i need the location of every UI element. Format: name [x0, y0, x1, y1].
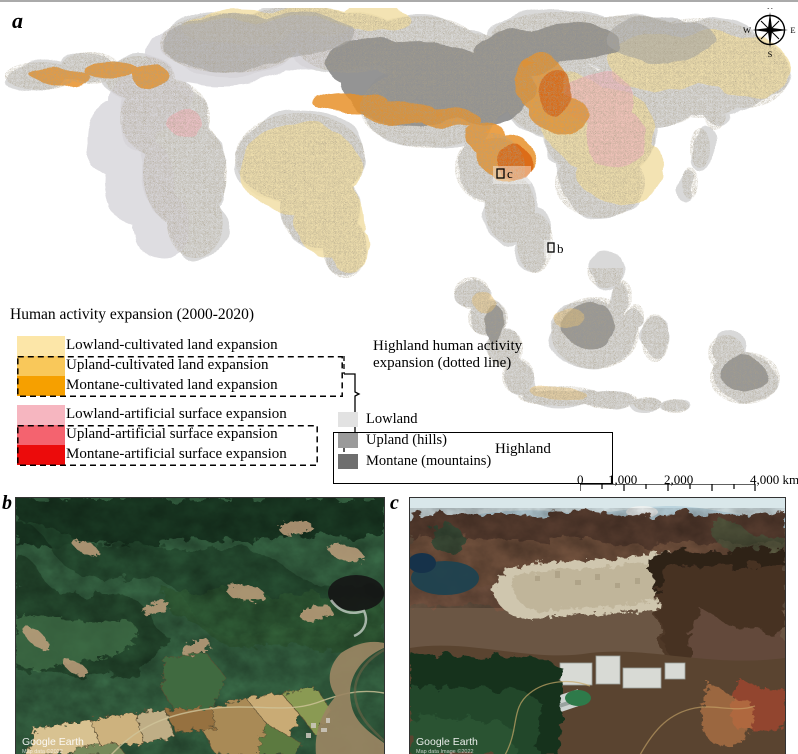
svg-text:S: S [768, 49, 773, 59]
svg-text:W: W [743, 25, 751, 35]
svg-text:b: b [557, 241, 564, 256]
svg-text:Map data ©2022: Map data ©2022 [22, 748, 63, 754]
svg-text:Map data Image ©2022: Map data Image ©2022 [416, 748, 474, 754]
svg-text:E: E [790, 25, 795, 35]
svg-text:Google Earth: Google Earth [416, 736, 478, 748]
svg-text:N: N [767, 8, 773, 11]
svg-text:Google Earth: Google Earth [22, 736, 84, 748]
svg-text:c: c [507, 166, 513, 181]
